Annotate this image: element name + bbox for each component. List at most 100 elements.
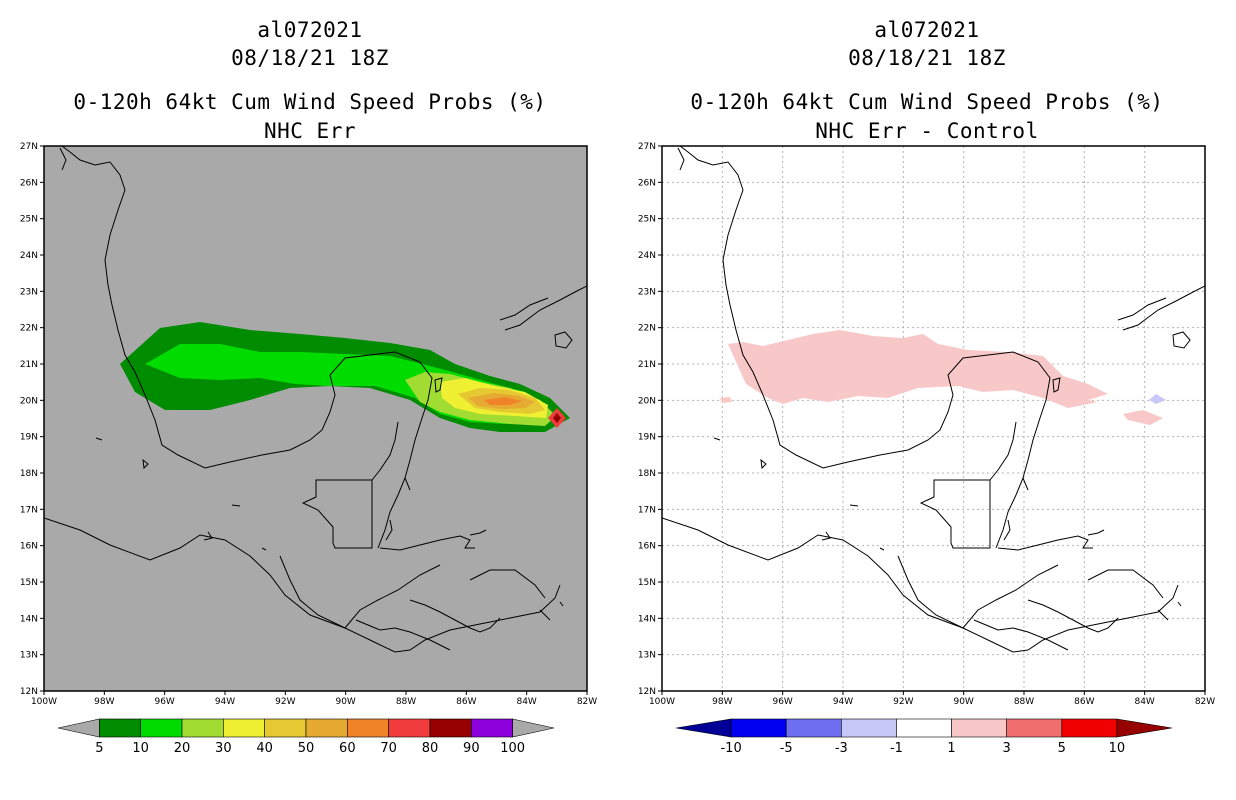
colorbar-label: 10 xyxy=(132,741,149,756)
lon-tick-label: 96W xyxy=(154,697,174,707)
left-subtitle: NHC Err xyxy=(263,119,356,143)
lat-tick-label: 14N xyxy=(20,614,38,624)
colorbar-swatch xyxy=(429,718,472,738)
lon-tick-label: 90W xyxy=(335,697,355,707)
left-product-title: 0-120h 64kt Cum Wind Speed Probs (%) xyxy=(73,90,547,114)
colorbar-swatch xyxy=(57,718,100,738)
lat-tick-label: 26N xyxy=(638,178,656,188)
lon-tick-label: 94W xyxy=(215,697,235,707)
lat-tick-label: 24N xyxy=(638,251,656,261)
colorbar-label: 10 xyxy=(1109,741,1126,756)
lat-tick-label: 25N xyxy=(638,215,656,225)
lat-tick-label: 22N xyxy=(20,324,38,334)
lon-tick-label: 100W xyxy=(649,697,675,707)
lat-tick-label: 19N xyxy=(20,433,38,443)
lat-tick-label: 15N xyxy=(20,578,38,588)
colorbar-label: -1 xyxy=(890,741,903,756)
colorbar-swatch xyxy=(1116,718,1173,738)
colorbar-label: -3 xyxy=(835,741,848,756)
lon-tick-label: 86W xyxy=(456,697,476,707)
lat-tick-label: 21N xyxy=(638,360,656,370)
colorbar-swatch xyxy=(1061,718,1118,738)
right-map-background xyxy=(662,146,1205,691)
colorbar-swatch xyxy=(841,718,897,738)
colorbar-label: 60 xyxy=(339,741,356,756)
colorbar-label: 40 xyxy=(256,741,273,756)
colorbar-swatch xyxy=(99,718,141,738)
lat-tick-label: 13N xyxy=(20,651,38,661)
colorbar-swatch xyxy=(951,718,1007,738)
lon-tick-label: 86W xyxy=(1074,697,1094,707)
lon-tick-label: 98W xyxy=(712,697,732,707)
colorbar-swatch xyxy=(730,718,787,738)
lat-tick-label: 13N xyxy=(638,651,656,661)
right-subtitle: NHC Err - Control xyxy=(815,119,1039,143)
lon-tick-label: 94W xyxy=(833,697,853,707)
lat-tick-label: 19N xyxy=(638,433,656,443)
colorbar-label: -10 xyxy=(720,741,741,756)
lat-tick-label: 15N xyxy=(638,578,656,588)
colorbar-swatch xyxy=(675,718,732,738)
lon-tick-label: 100W xyxy=(31,697,57,707)
lat-tick-label: 27N xyxy=(638,142,656,152)
lat-tick-label: 24N xyxy=(20,251,38,261)
colorbar-swatch xyxy=(181,718,224,738)
colorbar-swatch xyxy=(1006,718,1063,738)
lat-tick-label: 26N xyxy=(20,178,38,188)
lat-tick-label: 21N xyxy=(20,360,38,370)
colorbar-swatch xyxy=(140,718,183,738)
lat-tick-label: 12N xyxy=(638,687,656,697)
colorbar-label: 50 xyxy=(298,741,315,756)
colorbar-swatch xyxy=(512,718,555,738)
diff-contour-pos-1b xyxy=(1123,410,1163,425)
lon-tick-label: 88W xyxy=(1014,697,1034,707)
diff-contour-pos-1c xyxy=(720,397,732,403)
lat-tick-label: 16N xyxy=(638,542,656,552)
colorbar-label: 20 xyxy=(174,741,191,756)
left-map-panel: 27N 26N 25N 24N 23N 22N 21N 20N 19N 18N 17N 16N 15N 1… xyxy=(20,142,597,756)
lat-tick-label: 18N xyxy=(638,469,656,479)
right-storm-id: al072021 xyxy=(874,18,980,42)
lat-tick-label: 16N xyxy=(20,542,38,552)
lat-tick-label: 23N xyxy=(20,287,38,297)
colorbar-label: 5 xyxy=(95,741,103,756)
lat-tick-label: 18N xyxy=(20,469,38,479)
diff-contour-pos-1 xyxy=(728,330,1108,408)
colorbar-label: 5 xyxy=(1058,741,1066,756)
colorbar-label: 100 xyxy=(500,741,525,756)
prob-contour-60 xyxy=(484,397,522,405)
lon-tick-label: 82W xyxy=(577,697,597,707)
colorbar-swatch xyxy=(471,718,513,738)
colorbar-label: -5 xyxy=(780,741,793,756)
lat-tick-label: 12N xyxy=(20,687,38,697)
colorbar-label: 80 xyxy=(422,741,439,756)
right-datetime: 08/18/21 18Z xyxy=(848,46,1006,70)
lat-tick-label: 17N xyxy=(638,505,656,515)
left-map-frame xyxy=(43,145,588,692)
lon-tick-label: 82W xyxy=(1195,697,1215,707)
colorbar-swatch xyxy=(264,718,307,738)
left-datetime: 08/18/21 18Z xyxy=(231,46,389,70)
colorbar-swatch xyxy=(305,718,348,738)
left-storm-id: al072021 xyxy=(257,18,363,42)
lat-tick-label: 23N xyxy=(638,287,656,297)
right-map-frame xyxy=(661,145,1206,692)
lon-tick-label: 92W xyxy=(275,697,295,707)
colorbar-swatch xyxy=(896,718,952,738)
right-product-title: 0-120h 64kt Cum Wind Speed Probs (%) xyxy=(690,90,1164,114)
colorbar-label: 3 xyxy=(1003,741,1011,756)
lon-tick-label: 92W xyxy=(893,697,913,707)
lon-tick-label: 84W xyxy=(516,697,536,707)
lon-tick-label: 88W xyxy=(396,697,416,707)
diff-contour-neg-1 xyxy=(1149,394,1166,404)
lat-tick-label: 27N xyxy=(20,142,38,152)
lat-tick-label: 25N xyxy=(20,215,38,225)
colorbar-label: 90 xyxy=(463,741,480,756)
lat-tick-label: 17N xyxy=(20,505,38,515)
lon-tick-label: 84W xyxy=(1134,697,1154,707)
lat-tick-label: 20N xyxy=(20,396,38,406)
colorbar-swatch xyxy=(785,718,842,738)
left-colorbar: 5 10 20 30 40 50 60 70 80 90 100 xyxy=(57,718,555,756)
colorbar-label: 70 xyxy=(380,741,397,756)
lon-tick-label: 96W xyxy=(772,697,792,707)
